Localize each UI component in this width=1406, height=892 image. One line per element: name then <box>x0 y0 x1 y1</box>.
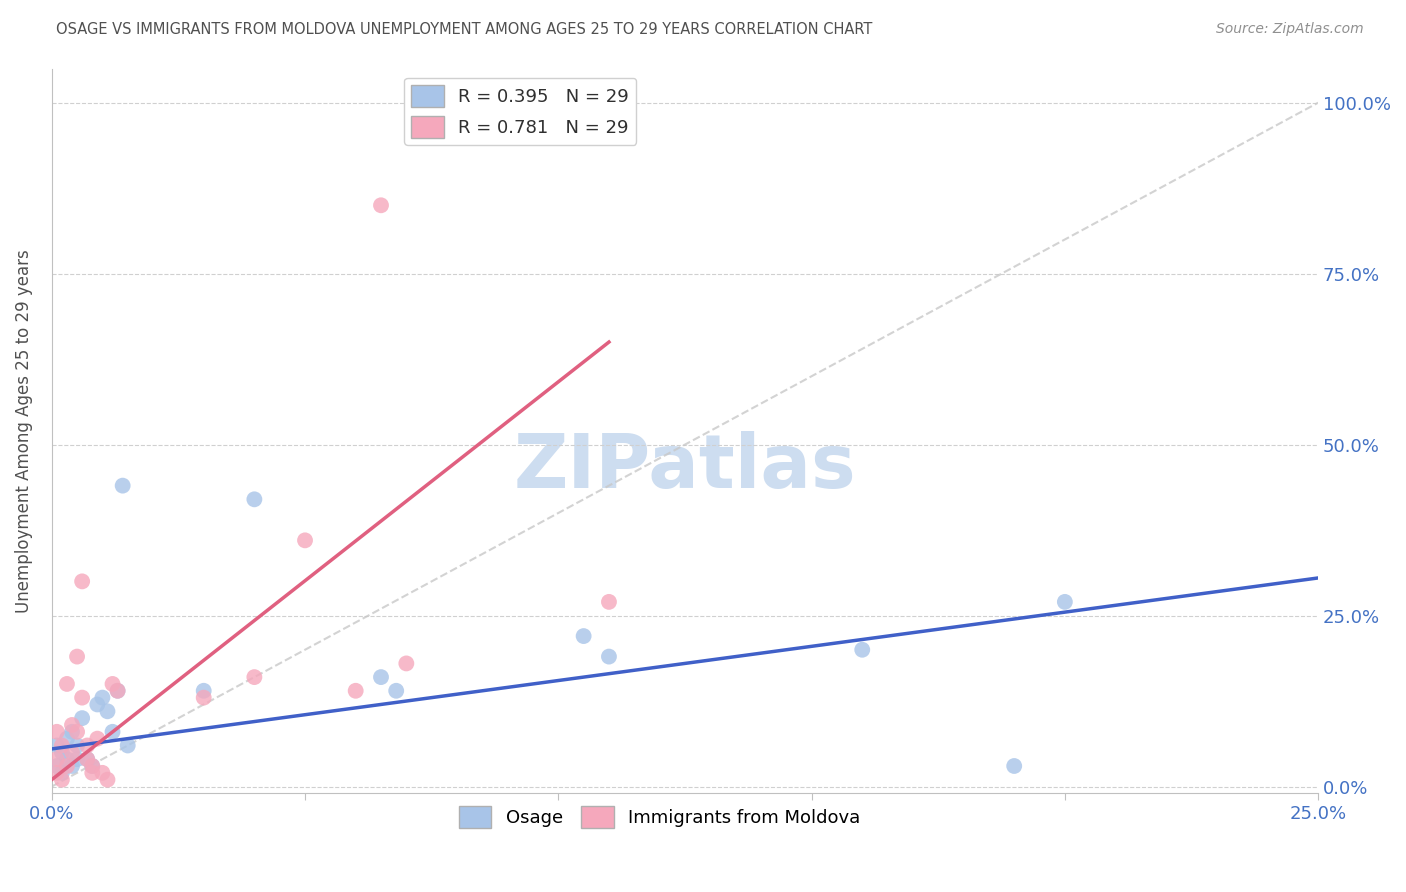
Point <box>1053 595 1076 609</box>
Point <box>344 683 367 698</box>
Point <box>101 677 124 691</box>
Point <box>193 690 215 705</box>
Text: OSAGE VS IMMIGRANTS FROM MOLDOVA UNEMPLOYMENT AMONG AGES 25 TO 29 YEARS CORRELAT: OSAGE VS IMMIGRANTS FROM MOLDOVA UNEMPLO… <box>56 22 873 37</box>
Point <box>60 718 83 732</box>
Point <box>107 683 129 698</box>
Point <box>598 595 620 609</box>
Point <box>111 478 134 492</box>
Point <box>370 198 392 212</box>
Point <box>45 752 67 766</box>
Point <box>101 724 124 739</box>
Point <box>1002 759 1025 773</box>
Point <box>60 745 83 759</box>
Point <box>51 765 73 780</box>
Point <box>76 752 98 766</box>
Point <box>294 533 316 548</box>
Point <box>82 759 104 773</box>
Point <box>56 752 79 766</box>
Point <box>51 739 73 753</box>
Point <box>86 698 108 712</box>
Point <box>60 759 83 773</box>
Point <box>45 739 67 753</box>
Point <box>91 765 114 780</box>
Point <box>70 690 93 705</box>
Point <box>82 765 104 780</box>
Point <box>91 690 114 705</box>
Legend: Osage, Immigrants from Moldova: Osage, Immigrants from Moldova <box>451 798 868 835</box>
Point <box>851 642 873 657</box>
Point <box>45 724 67 739</box>
Point <box>96 704 118 718</box>
Point <box>86 731 108 746</box>
Point <box>66 649 89 664</box>
Point <box>82 759 104 773</box>
Point <box>51 772 73 787</box>
Point <box>66 724 89 739</box>
Point <box>107 683 129 698</box>
Point <box>51 745 73 759</box>
Point <box>243 492 266 507</box>
Point <box>243 670 266 684</box>
Point <box>60 724 83 739</box>
Point <box>70 711 93 725</box>
Point <box>70 574 93 589</box>
Y-axis label: Unemployment Among Ages 25 to 29 years: Unemployment Among Ages 25 to 29 years <box>15 249 32 613</box>
Point <box>45 765 67 780</box>
Point <box>572 629 595 643</box>
Point <box>193 683 215 698</box>
Point <box>56 677 79 691</box>
Point <box>56 731 79 746</box>
Text: Source: ZipAtlas.com: Source: ZipAtlas.com <box>1216 22 1364 37</box>
Point <box>76 739 98 753</box>
Point <box>66 739 89 753</box>
Point <box>76 752 98 766</box>
Text: ZIPatlas: ZIPatlas <box>513 431 856 504</box>
Point <box>96 772 118 787</box>
Point <box>598 649 620 664</box>
Point <box>56 759 79 773</box>
Point <box>385 683 408 698</box>
Point <box>395 657 418 671</box>
Point <box>45 759 67 773</box>
Point <box>117 739 139 753</box>
Point <box>66 752 89 766</box>
Point <box>370 670 392 684</box>
